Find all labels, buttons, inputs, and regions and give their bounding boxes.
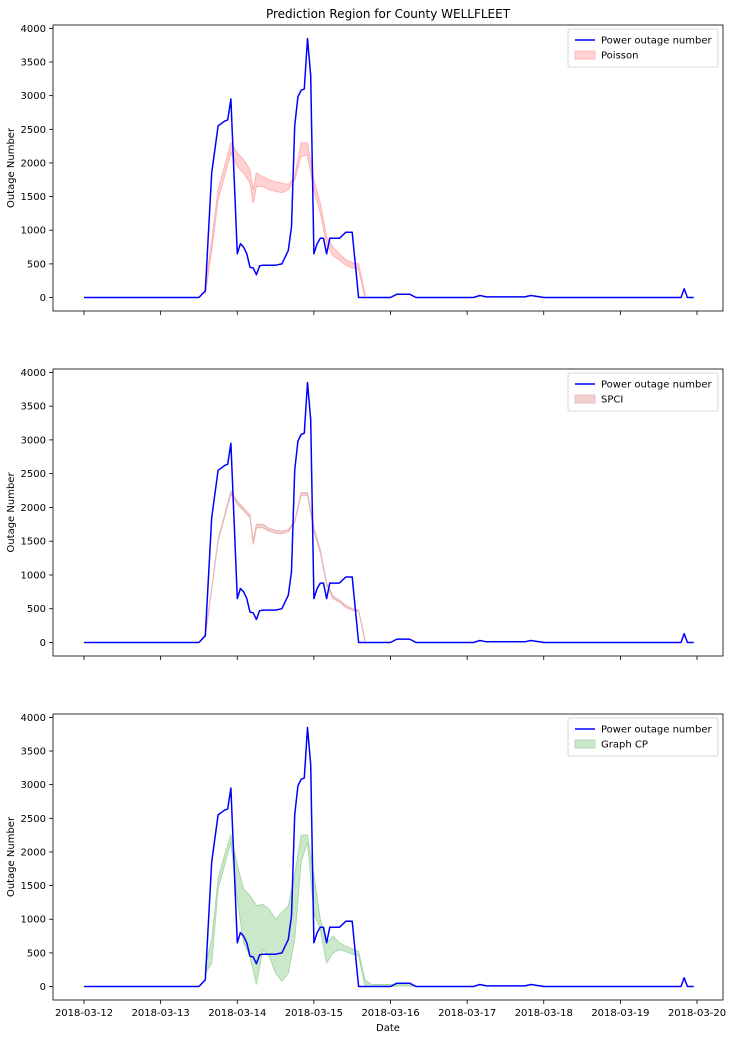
y-tick-label: 2000: [21, 503, 46, 514]
legend-band-swatch: [574, 50, 596, 60]
line-power-outage-number: [84, 726, 694, 988]
y-tick-label: 2500: [21, 814, 46, 825]
x-tick-label: 2018-03-15: [285, 1008, 343, 1019]
x-tick-label: 2018-03-16: [361, 1008, 419, 1019]
x-tick-label: 2018-03-14: [208, 1008, 266, 1019]
y-tick-label: 1500: [21, 881, 46, 892]
y-axis-label: Outage Number: [6, 816, 17, 897]
x-tick-label: 2018-03-20: [668, 1008, 726, 1019]
legend-label: SPCI: [601, 395, 623, 406]
legend: Power outage number SPCI: [567, 372, 719, 412]
subplot-2: 0 500 1000 1500 2000 2500 3000 3500 4000 Outage N…: [6, 368, 724, 660]
legend: Power outage number Graph CP: [567, 717, 719, 757]
y-tick-label: 4000: [21, 713, 46, 724]
y-tick-label: 1000: [21, 915, 46, 926]
y-tick-label: 4000: [21, 368, 46, 379]
y-tick-label: 1000: [21, 570, 46, 581]
plot-area: [84, 37, 694, 299]
x-tick-label: 2018-03-19: [591, 1008, 649, 1019]
legend-label: Power outage number: [601, 725, 713, 736]
y-tick-label: 2000: [21, 158, 46, 169]
x-tick-label: 2018-03-12: [55, 1008, 113, 1019]
y-tick-label: 3000: [21, 91, 46, 102]
legend-box: [567, 717, 719, 757]
y-axis-label: Outage Number: [6, 472, 17, 553]
legend: Power outage number Poisson: [567, 28, 719, 68]
y-tick-label: 0: [40, 982, 46, 993]
plot-area: [84, 381, 694, 644]
y-tick-label: 500: [27, 604, 46, 615]
y-tick-label: 1000: [21, 226, 46, 237]
axes-frame: [52, 24, 724, 312]
y-tick-label: 3500: [21, 58, 46, 69]
legend-box: [567, 28, 719, 68]
subplot-3: 0 500 1000 1500 2000 2500 3000 3500 4000 2018-03-…: [6, 713, 726, 1034]
axes-frame: [52, 713, 724, 1001]
subplot-1: 0 500 1000 1500 2000 2500 3000 3500 4000 Outage N…: [6, 24, 724, 315]
legend-box: [567, 372, 719, 412]
y-tick-label: 500: [27, 948, 46, 959]
y-tick-label: 3000: [21, 435, 46, 446]
y-tick-label: 0: [40, 638, 46, 649]
y-tick-label: 2500: [21, 469, 46, 480]
y-axis-label: Outage Number: [6, 127, 17, 208]
y-tick-label: 1500: [21, 192, 46, 203]
y-tick-label: 1500: [21, 537, 46, 548]
y-tick-label: 0: [40, 293, 46, 304]
legend-label: Power outage number: [601, 380, 713, 391]
legend-band-swatch: [574, 394, 596, 404]
x-axis-label: Date: [376, 1023, 400, 1034]
y-tick-label: 500: [27, 259, 46, 270]
y-tick-label: 3500: [21, 747, 46, 758]
legend-label: Power outage number: [601, 36, 713, 47]
y-tick-label: 4000: [21, 24, 46, 35]
line-power-outage-number: [84, 381, 694, 644]
y-tick-label: 3500: [21, 402, 46, 413]
axes-frame: [52, 368, 724, 657]
x-tick-label: 2018-03-18: [515, 1008, 573, 1019]
plot-area: [84, 726, 694, 988]
line-power-outage-number: [84, 37, 694, 299]
legend-band-swatch: [574, 739, 596, 749]
band-spci: [204, 489, 366, 642]
x-tick-label: 2018-03-17: [438, 1008, 496, 1019]
figure-title: Prediction Region for County WELLFLEET: [266, 7, 511, 21]
subplots: 0 500 1000 1500 2000 2500 3000 3500 4000 Outage N…: [6, 24, 726, 1034]
y-tick-label: 2500: [21, 125, 46, 136]
x-tick-label: 2018-03-13: [132, 1008, 190, 1019]
y-tick-label: 2000: [21, 847, 46, 858]
y-tick-label: 3000: [21, 780, 46, 791]
legend-label: Poisson: [601, 51, 638, 62]
legend-label: Graph CP: [601, 740, 648, 751]
